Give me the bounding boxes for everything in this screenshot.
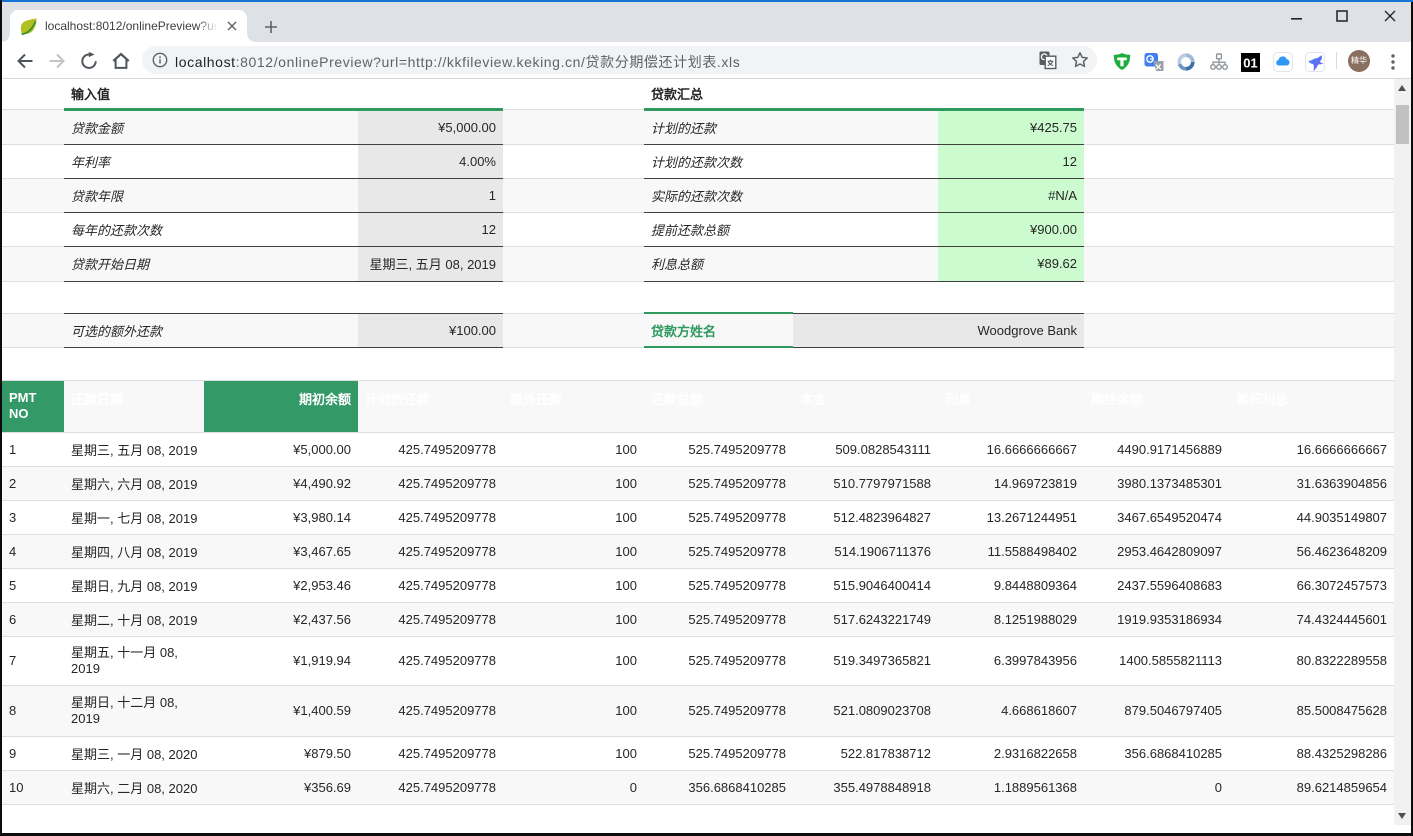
svg-text:01: 01: [1243, 56, 1257, 71]
